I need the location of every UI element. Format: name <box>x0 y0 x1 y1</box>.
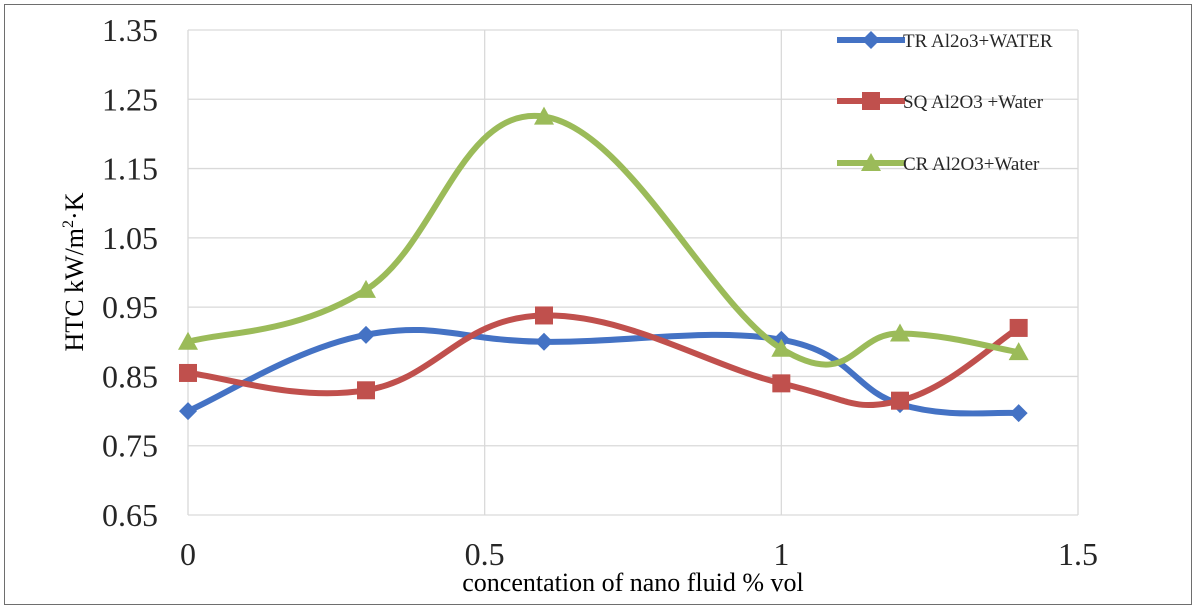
data-point-marker <box>772 374 791 393</box>
series-3 <box>178 106 1029 368</box>
legend-label: CR Al2O3+Water <box>903 154 1040 175</box>
data-point-marker <box>356 279 376 298</box>
data-point-marker <box>357 325 375 344</box>
data-point-marker <box>890 323 910 342</box>
y-axis-title-tail: ·K <box>60 192 89 220</box>
legend-entry: SQ Al2O3 +Water <box>837 92 1044 113</box>
data-point-marker <box>1009 318 1028 337</box>
legend-marker <box>861 153 881 171</box>
y-axis-ticks: 0.65 0.75 0.85 0.95 1.05 1.15 1.25 1.35 <box>102 12 158 533</box>
legend-entry: TR Al2o3+WATER <box>837 31 1053 52</box>
y-tick-label: 1.35 <box>102 12 158 48</box>
data-point-marker <box>534 106 554 125</box>
data-point-marker <box>179 402 197 421</box>
y-tick-label: 0.65 <box>102 497 158 533</box>
data-point-marker <box>535 332 553 351</box>
legend-entry: CR Al2O3+Water <box>837 153 1040 175</box>
data-point-marker <box>179 363 197 382</box>
x-tick-label: 1 <box>773 536 789 572</box>
y-tick-label: 0.85 <box>102 358 158 394</box>
x-tick-label: 1.5 <box>1058 536 1098 572</box>
legend: TR Al2o3+WATER SQ Al2O3 +Water CR Al2O3+Wa… <box>837 31 1053 175</box>
y-tick-label: 0.75 <box>102 428 158 464</box>
chart-frame <box>4 4 1192 605</box>
legend-label: TR Al2o3+WATER <box>903 31 1053 52</box>
data-point-marker <box>891 391 909 410</box>
y-axis-title-main: HTC kW/m <box>60 228 89 352</box>
series-2 <box>179 306 1028 410</box>
series-layer <box>178 106 1029 423</box>
series-line <box>185 113 1022 368</box>
data-point-marker <box>357 381 375 400</box>
data-point-marker <box>1009 404 1028 423</box>
y-tick-label: 0.95 <box>102 289 158 325</box>
data-point-marker <box>535 306 553 325</box>
y-axis-title-superscript: 2 <box>60 220 77 228</box>
y-tick-label: 1.05 <box>102 220 158 256</box>
legend-marker <box>862 31 880 49</box>
series-line <box>185 312 1022 409</box>
y-tick-label: 1.25 <box>102 81 158 117</box>
legend-label: SQ Al2O3 +Water <box>903 92 1044 113</box>
data-point-marker <box>1008 342 1029 361</box>
x-axis-ticks: 0 0.5 1 1.5 <box>180 536 1098 572</box>
x-tick-label: 0 <box>180 536 196 572</box>
data-point-marker <box>771 338 792 357</box>
data-point-marker <box>178 331 198 350</box>
x-axis-title: concentation of nano fluid % vol <box>462 568 804 597</box>
gridlines <box>187 29 1079 516</box>
legend-marker <box>862 92 880 110</box>
y-axis-title: HTC kW/m2·K <box>60 192 89 351</box>
y-tick-label: 1.15 <box>102 151 158 187</box>
x-tick-label: 0.5 <box>465 536 505 572</box>
